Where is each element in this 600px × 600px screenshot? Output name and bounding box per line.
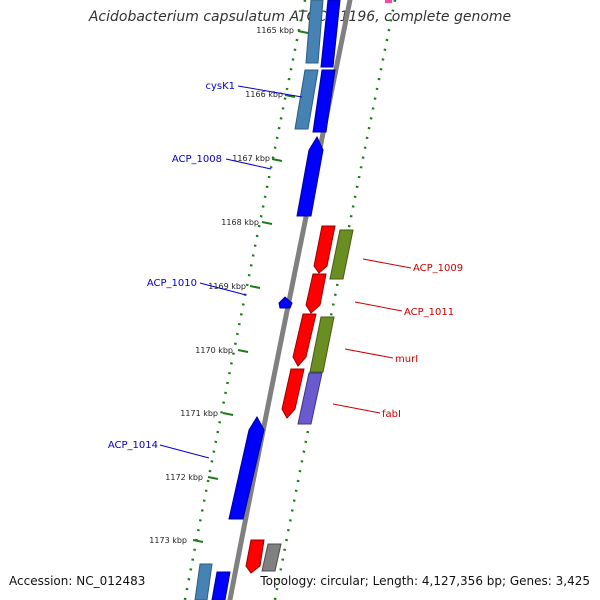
forward-gene[interactable] <box>312 69 336 133</box>
reverse-gene[interactable] <box>297 372 323 425</box>
reverse-gene[interactable] <box>281 368 305 419</box>
scale-ticks: 1165 kbp 1166 kbp 1167 kbp 1168 kbp 1169… <box>149 26 309 545</box>
topology-text: Topology: circular; Length: 4,127,356 bp… <box>260 574 590 588</box>
tick-mark <box>207 476 219 480</box>
tick-mark <box>284 94 296 98</box>
label-leaders <box>159 85 412 459</box>
leader-line <box>199 282 247 296</box>
reverse-gene[interactable] <box>245 539 265 574</box>
gene-label-ACP_1010[interactable]: ACP_1010 <box>147 278 197 289</box>
gene-label-cysK1[interactable]: cysK1 <box>205 81 235 92</box>
leader-line <box>237 85 303 98</box>
tick-label: 1167 kbp <box>232 154 270 163</box>
forward-gene[interactable] <box>305 0 324 64</box>
forward-gene[interactable] <box>228 415 265 520</box>
gene-label-ACP_1014[interactable]: ACP_1014 <box>108 440 158 451</box>
tick-label: 1173 kbp <box>149 536 187 545</box>
leader-line <box>225 158 272 170</box>
accession-text: Accession: NC_012483 <box>9 574 146 588</box>
tick-label: 1168 kbp <box>221 218 259 227</box>
leader-line <box>332 403 381 414</box>
gene-label-ACP_1008[interactable]: ACP_1008 <box>172 154 222 165</box>
leader-line <box>354 301 403 312</box>
reverse-gene[interactable] <box>292 313 317 367</box>
gene-label-ACP_1009[interactable]: ACP_1009 <box>413 263 463 274</box>
reverse-gene[interactable] <box>309 316 335 373</box>
leader-line <box>344 348 394 359</box>
tick-label: 1166 kbp <box>245 90 283 99</box>
tick-mark <box>237 349 249 353</box>
forward-gene[interactable] <box>320 0 341 68</box>
leader-line <box>159 444 210 459</box>
tick-label: 1170 kbp <box>195 346 233 355</box>
gene-labels: cysK1 ACP_1008 ACP_1010 ACP_1014 ACP_100… <box>108 81 463 451</box>
reverse-gene[interactable] <box>261 543 282 572</box>
tick-mark <box>222 412 234 416</box>
gene-label-murI[interactable]: murI <box>395 354 418 365</box>
reverse-strand-genes <box>245 225 354 574</box>
tick-label: 1172 kbp <box>165 473 203 482</box>
tick-label: 1171 kbp <box>180 409 218 418</box>
forward-gene[interactable] <box>194 563 213 600</box>
tick-mark <box>297 30 309 34</box>
tick-mark <box>192 539 204 543</box>
forward-gene[interactable] <box>296 135 324 217</box>
forward-strand-genes <box>194 0 341 600</box>
reverse-gene[interactable] <box>313 225 336 274</box>
forward-gene[interactable] <box>294 69 319 130</box>
tick-mark <box>271 158 283 162</box>
forward-gene[interactable] <box>278 296 293 309</box>
leader-line <box>362 258 412 269</box>
forward-gene[interactable] <box>211 571 231 600</box>
reverse-gene[interactable] <box>329 229 354 280</box>
genome-backbone <box>227 0 353 600</box>
gene-label-ACP_1011[interactable]: ACP_1011 <box>404 307 454 318</box>
map-title: Acidobacterium capsulatum ATCC 51196, co… <box>88 9 512 25</box>
tick-mark <box>249 285 261 289</box>
reverse-gene[interactable] <box>305 273 327 314</box>
gene-label-fabI[interactable]: fabI <box>382 409 401 420</box>
tick-mark <box>261 221 273 225</box>
outer-track-marker <box>385 0 392 3</box>
tick-label: 1169 kbp <box>208 282 246 291</box>
tick-label: 1165 kbp <box>256 26 294 35</box>
